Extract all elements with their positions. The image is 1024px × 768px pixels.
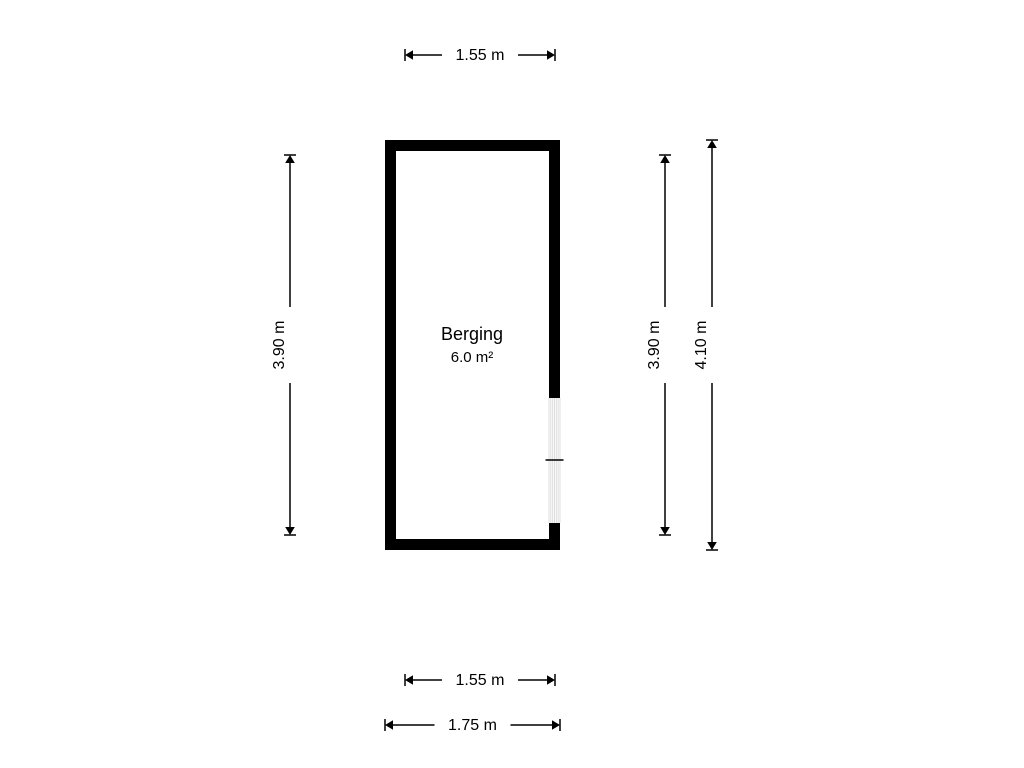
arrowhead-icon [405,50,413,60]
arrowhead-icon [660,155,670,163]
arrowhead-icon [552,720,560,730]
arrowhead-icon [285,155,295,163]
wall-bottom [385,539,560,550]
arrowhead-icon [405,675,413,685]
dimension-label: 4.10 m [693,321,710,370]
wall-right-upper [549,140,560,398]
arrowhead-icon [385,720,393,730]
arrowhead-icon [285,527,295,535]
dimension-label: 1.55 m [456,47,505,64]
arrowhead-icon [707,542,717,550]
wall-right-lower [549,523,560,550]
dimension-label: 1.55 m [456,672,505,689]
room-area: 6.0 m² [451,349,494,366]
arrowhead-icon [547,675,555,685]
wall-top [385,140,560,151]
room-name: Berging [441,324,503,344]
arrowhead-icon [660,527,670,535]
arrowhead-icon [707,140,717,148]
dimension-label: 1.75 m [448,717,497,734]
dimension-label: 3.90 m [646,321,663,370]
dimension-label: 3.90 m [271,321,288,370]
wall-left [385,140,396,550]
arrowhead-icon [547,50,555,60]
